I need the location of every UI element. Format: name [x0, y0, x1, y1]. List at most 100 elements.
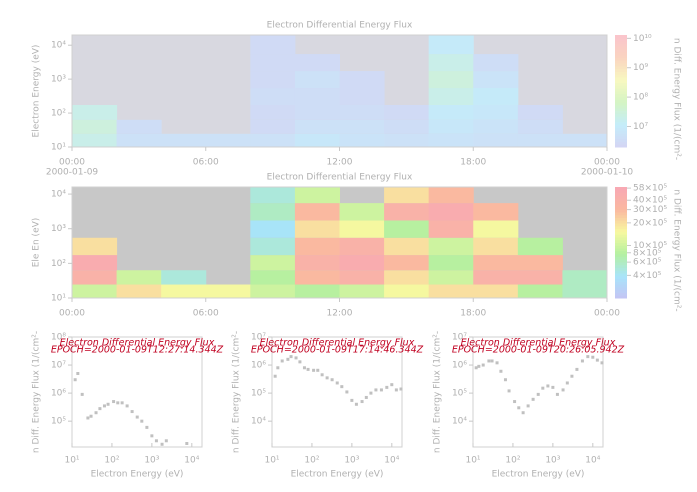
spectrogram-cell [205, 284, 251, 298]
y-tick-label: 10⁵ [452, 389, 467, 399]
x-tick-label: 12:00 [327, 309, 353, 319]
spectrogram-cell [339, 203, 385, 221]
spectrogram-cell [384, 104, 430, 120]
spectrogram-cell [250, 255, 296, 271]
chart-subtitle: EPOCH=2000-01-09T20:26:05.942Z [452, 345, 625, 356]
colorbar-step [615, 119, 627, 123]
data-point [499, 369, 503, 373]
spectrogram-cell [250, 284, 296, 298]
spectrogram-cell [428, 284, 474, 298]
colorbar-step [615, 91, 627, 95]
colorbar-tick-label: 6×10⁵ [633, 258, 662, 268]
spectrogram-cell [294, 284, 340, 298]
colorbar-step [615, 195, 627, 199]
data-point [495, 361, 499, 365]
colorbar-step [615, 107, 627, 112]
colorbar-tick-label: 20×10⁵ [633, 218, 667, 228]
colorbar-step [615, 273, 627, 277]
spectrogram-cell [339, 237, 385, 256]
data-point [289, 355, 293, 359]
x-tick-label: 06:00 [193, 158, 219, 168]
y-tick-label: 10⁷ [251, 333, 266, 343]
spectrogram-cell [294, 255, 340, 271]
spectrogram-cell [517, 119, 563, 134]
spectrogram-cell [250, 35, 296, 55]
data-point [294, 356, 298, 360]
y-axis-label: n Diff. Energy Flux (1/(cm²- [32, 331, 42, 453]
spectrogram-cell [339, 284, 385, 298]
spectrogram-cell [339, 71, 385, 89]
x-tick-label: 10¹ [264, 456, 279, 466]
colorbar-tick-label: 58×10⁵ [633, 184, 667, 194]
y-tick-label: 10¹ [51, 294, 66, 304]
data-point [580, 359, 584, 363]
colorbar-step [615, 127, 627, 131]
chart-title: Electron Differential Energy Flux [461, 338, 616, 349]
colorbar-step [615, 239, 627, 243]
x-tick-label: 18:00 [460, 158, 486, 168]
colorbar-tick-label: 8×10⁵ [633, 248, 662, 258]
spectrogram-cell [294, 54, 340, 72]
data-point [503, 378, 507, 382]
data-point [298, 360, 302, 364]
y-axis-label: Ele En (eV) [32, 218, 42, 268]
colorbar-tick-label: 10¹⁰ [633, 34, 652, 44]
x-tick-label: 10⁴ [184, 456, 199, 466]
y-tick-label: 10⁸ [51, 333, 66, 343]
y-tick-label: 10⁷ [51, 361, 66, 371]
colorbar-step [615, 82, 627, 86]
y-tick-label: 10⁴ [51, 190, 66, 200]
data-point [335, 381, 339, 385]
colorbar-step [615, 228, 627, 232]
colorbar-step [615, 189, 627, 194]
data-point [164, 439, 168, 443]
data-point [600, 361, 604, 365]
spectrogram-cell [384, 270, 430, 285]
data-point [116, 401, 120, 405]
spectrogram-cell [294, 237, 340, 256]
spectrogram-cell [250, 104, 296, 120]
spectrogram-cell [384, 237, 430, 256]
colorbar-step [615, 292, 627, 296]
spectrogram-cell [473, 220, 519, 238]
colorbar-step [615, 96, 627, 100]
spectrogram-cell [473, 104, 519, 120]
colorbar-step [615, 248, 627, 252]
colorbar-step [615, 198, 627, 202]
x-tick-label: 10¹ [64, 456, 79, 466]
data-point [154, 439, 158, 443]
x-axis-label: Electron Energy (eV) [291, 470, 384, 480]
colorbar-step [615, 256, 627, 260]
spectrogram-cell [294, 220, 340, 238]
x-tick-label: 10⁴ [384, 456, 399, 466]
colorbar-step [615, 270, 627, 274]
colorbar-step [615, 295, 627, 299]
colorbar-step [615, 261, 627, 266]
data-point [360, 400, 364, 404]
spectrogram-cell [384, 203, 430, 221]
colorbar-step [615, 209, 627, 213]
colorbar-step [615, 43, 627, 47]
colorbar-step [615, 37, 627, 42]
data-point [280, 359, 284, 363]
data-point [160, 442, 164, 446]
spectrogram-cell [473, 255, 519, 271]
x-axis-label: Electron Energy (eV) [492, 470, 585, 480]
colorbar-step [615, 289, 627, 293]
x-axis-label: Electron Energy (eV) [91, 470, 184, 480]
data-point [320, 373, 324, 377]
colorbar-step [615, 234, 627, 238]
y-tick-label: 10¹ [51, 143, 66, 153]
colorbar-step [615, 264, 627, 268]
spectrogram-cell [517, 104, 563, 120]
data-point [595, 358, 599, 362]
spectrogram-cell [339, 133, 385, 147]
spectrogram-cell [72, 270, 118, 285]
data-point [565, 381, 569, 385]
y-tick-label: 10⁵ [251, 389, 266, 399]
colorbar-step [615, 40, 627, 44]
spectrogram-cell [384, 220, 430, 238]
data-point [477, 364, 481, 368]
colorbar-step [615, 113, 627, 117]
colorbar-step [615, 77, 627, 81]
